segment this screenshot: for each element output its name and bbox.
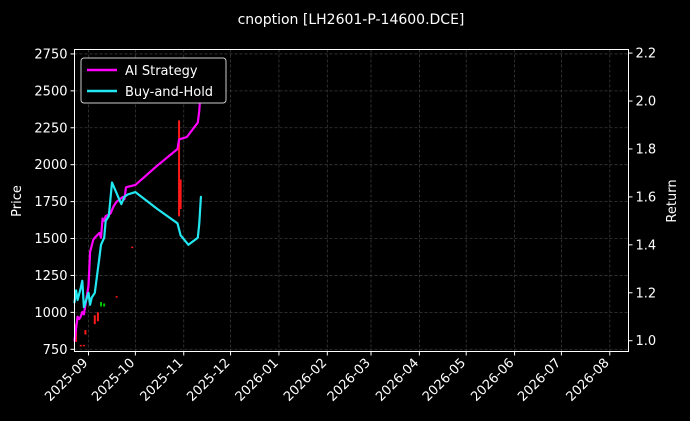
y-right-tick-label: 1.0 (636, 334, 657, 349)
y-left-tick-label: 1500 (34, 232, 67, 247)
y-right-tick-label: 1.6 (636, 190, 657, 205)
candle (100, 302, 103, 307)
candle (93, 315, 96, 325)
y-axis-right-label: Return (665, 179, 680, 222)
y-left-tick-label: 2000 (34, 158, 67, 173)
legend-label-buy-hold: Buy-and-Hold (125, 85, 213, 100)
candle (79, 344, 82, 347)
y-axis-left: 750 1000 1250 1500 1750 2000 2250 2500 2750 (34, 47, 75, 358)
y-right-tick-label: 2.2 (636, 47, 657, 62)
strategy-line (73, 85, 202, 342)
chart-title: cnoption [LH2601-P-14600.DCE] (238, 12, 465, 28)
lines (73, 85, 202, 342)
y-left-tick-label: 1000 (34, 306, 67, 321)
y-left-tick-label: 2500 (34, 84, 67, 99)
y-left-tick-label: 750 (43, 343, 68, 358)
candle (84, 330, 87, 335)
candle (115, 296, 118, 298)
y-right-tick-label: 1.2 (636, 286, 657, 301)
y-left-tick-label: 1750 (34, 195, 67, 210)
candle (103, 303, 106, 307)
candle (178, 120, 181, 217)
legend-label-strategy: AI Strategy (125, 64, 198, 79)
y-left-tick-label: 2250 (34, 121, 67, 136)
y-left-tick-label: 1250 (34, 269, 67, 284)
candle (96, 312, 99, 322)
y-right-tick-label: 2.0 (636, 95, 657, 110)
y-axis-right: 1.0 1.2 1.4 1.6 1.8 2.0 2.2 (628, 47, 657, 349)
buy-hold-line (73, 181, 202, 309)
legend: AI Strategy Buy-and-Hold (80, 57, 227, 104)
candle (82, 344, 85, 347)
candle (179, 179, 182, 209)
y-axis-left-label: Price (10, 185, 25, 217)
y-left-tick-label: 2750 (34, 47, 67, 62)
plot-frame (74, 49, 629, 352)
legend-box (80, 57, 227, 104)
y-right-tick-label: 1.8 (636, 142, 657, 157)
y-right-tick-label: 1.4 (636, 238, 657, 253)
candle (131, 246, 134, 249)
